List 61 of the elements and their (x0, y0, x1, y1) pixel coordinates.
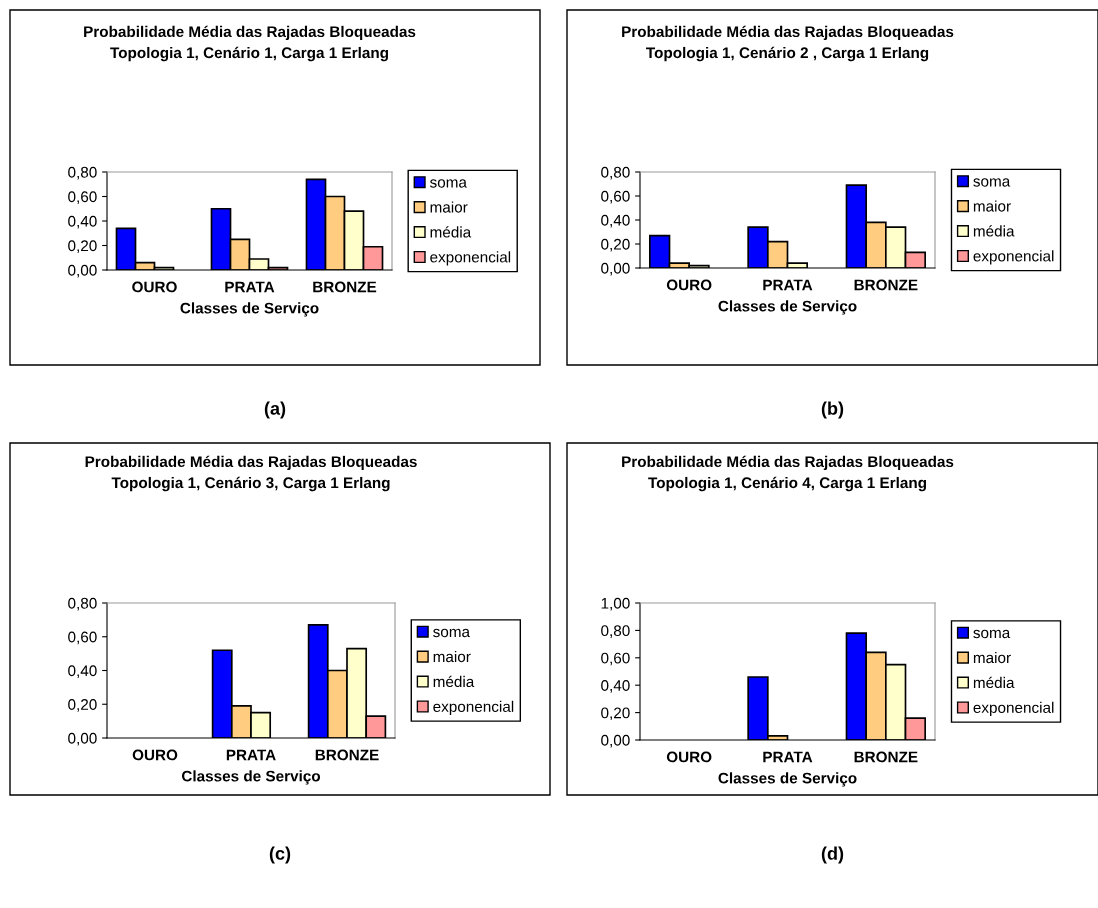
x-tick-label: OURO (132, 749, 178, 761)
x-tick-label: PRATA (763, 279, 813, 291)
legend-label: soma (433, 628, 471, 638)
x-axis-title: Classes de Serviço (180, 302, 319, 317)
y-tick-label: 0,60 (68, 631, 97, 645)
text: (a) (264, 401, 286, 419)
legend-label: maior (433, 650, 471, 663)
y-tick-label: 0,80 (601, 625, 630, 638)
x-tick-label: OURO (666, 751, 712, 763)
y-tick-label: 0,00 (68, 732, 97, 746)
legend-label: média (433, 675, 475, 688)
legend-label: maior (430, 201, 468, 213)
y-tick-label: 0,20 (601, 707, 630, 721)
x-tick-label: PRATA (226, 749, 276, 761)
legend-label: soma (973, 629, 1011, 639)
y-tick-label: 0,60 (601, 652, 630, 666)
legend-label: exponencial (430, 251, 511, 266)
legend-label: exponencial (973, 701, 1054, 717)
y-tick-label: 0,80 (601, 166, 630, 180)
y-tick-label: 0,60 (68, 191, 97, 204)
x-tick-label: BRONZE (854, 279, 918, 291)
y-tick-label: 0,80 (68, 166, 97, 180)
x-tick-label: BRONZE (313, 281, 377, 293)
legend-label: maior (973, 651, 1011, 664)
legend-label: média (973, 225, 1015, 237)
y-tick-label: 0,00 (601, 262, 630, 276)
x-tick-label: BRONZE (315, 749, 379, 761)
y-tick-label: 0,40 (601, 680, 630, 693)
y-tick-label: 0,40 (68, 665, 97, 678)
text: (d) (821, 846, 844, 864)
y-tick-label: 0,40 (68, 215, 97, 229)
text: (b) (821, 401, 844, 419)
y-tick-label: 1,00 (601, 597, 630, 611)
chart-title: Probabilidade Média das Rajadas Bloqueadas Topologia 1, Cenário 3, Carga 1 Erlang (85, 455, 417, 492)
legend-label: exponencial (433, 700, 514, 716)
x-tick-label: PRATA (225, 281, 275, 293)
x-tick-label: OURO (132, 281, 177, 293)
legend-label: soma (430, 179, 467, 188)
legend-label: maior (973, 200, 1011, 212)
y-tick-label: 0,00 (601, 734, 630, 748)
x-tick-label: PRATA (763, 751, 813, 763)
y-tick-label: 0,60 (601, 190, 630, 204)
y-tick-label: 0,80 (68, 597, 97, 611)
x-tick-label: OURO (666, 279, 712, 291)
chart-title: Probabilidade Média das Rajadas Bloqueadas Topologia 1, Cenário 4, Carga 1 Erlang (622, 455, 954, 492)
legend-label: soma (973, 178, 1011, 187)
x-tick-label: BRONZE (854, 751, 918, 763)
legend-label: média (973, 676, 1015, 689)
chart-title: Probabilidade Média das Rajadas Bloqueadas Topologia 1, Cenário 2 , Carga 1 Erlang (622, 25, 954, 62)
x-axis-title: Classes de Serviço (181, 770, 321, 785)
y-tick-label: 0,40 (601, 214, 630, 228)
y-tick-label: 0,20 (68, 699, 97, 712)
text: (c) (269, 846, 291, 864)
y-tick-label: 0,20 (601, 238, 630, 252)
y-tick-label: 0,00 (68, 264, 97, 278)
y-tick-label: 0,20 (68, 240, 97, 253)
chart-title: Probabilidade Média das Rajadas Bloqueadas Topologia 1, Cenário 1, Carga 1 Erlang (84, 25, 416, 62)
legend-label: exponencial (973, 250, 1054, 265)
legend-label: média (430, 226, 472, 238)
x-axis-title: Classes de Serviço (718, 300, 857, 315)
x-axis-title: Classes de Serviço (718, 772, 857, 787)
